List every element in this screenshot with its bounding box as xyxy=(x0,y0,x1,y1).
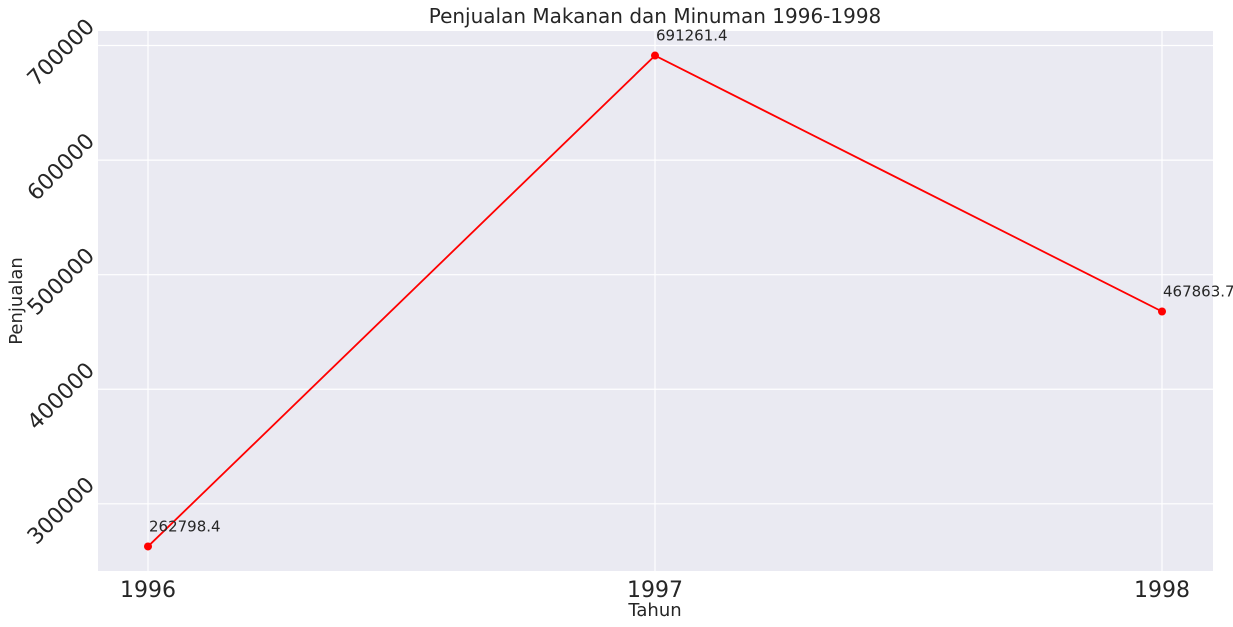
x-tick-labels: 1996 1997 1998 xyxy=(120,578,1190,603)
x-tick-label: 1997 xyxy=(627,578,683,603)
x-axis-label: Tahun xyxy=(627,600,681,621)
data-point xyxy=(144,542,152,551)
y-tick-labels: 300000 400000 500000 600000 700000 xyxy=(23,14,100,549)
y-tick-label: 600000 xyxy=(23,129,100,206)
y-tick-label: 400000 xyxy=(23,358,100,435)
data-point xyxy=(651,51,659,60)
y-tick-label: 700000 xyxy=(23,14,100,91)
data-point xyxy=(1158,307,1166,316)
data-label: 691261.4 xyxy=(656,27,728,45)
data-label: 467863.7 xyxy=(1163,283,1233,301)
y-axis-label: Penjualan xyxy=(6,257,27,345)
y-tick-label: 300000 xyxy=(23,473,100,550)
x-tick-label: 1996 xyxy=(120,578,176,603)
data-labels: 262798.4 691261.4 467863.7 xyxy=(149,27,1233,536)
grid-lines xyxy=(98,31,1213,571)
y-tick-label: 500000 xyxy=(23,244,100,321)
series-group xyxy=(144,51,1166,551)
chart-title: Penjualan Makanan dan Minuman 1996-1998 xyxy=(429,4,882,28)
data-label: 262798.4 xyxy=(149,517,221,535)
x-tick-label: 1998 xyxy=(1134,578,1190,603)
